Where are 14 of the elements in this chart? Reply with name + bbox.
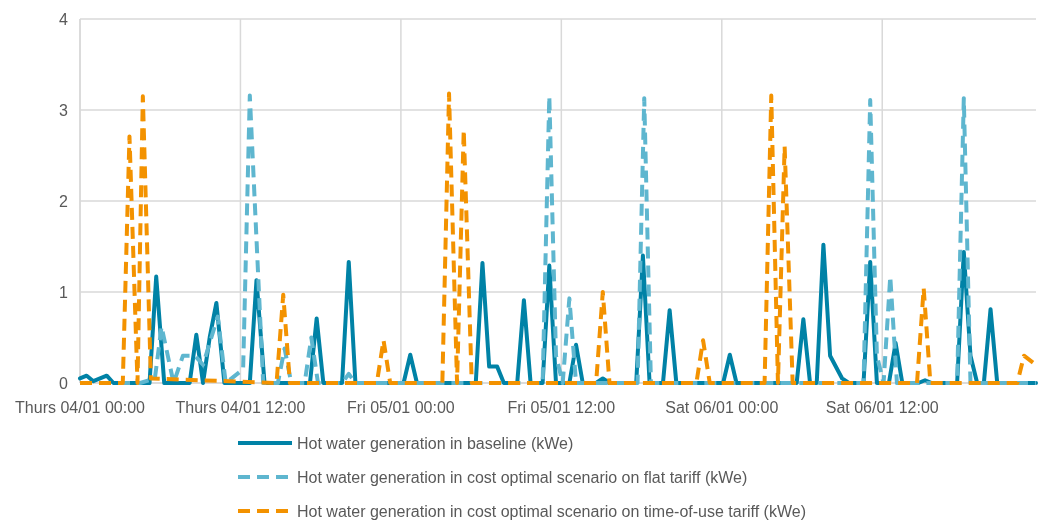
legend-label: Hot water generation in cost optimal scenario on flat tariff (kWe) bbox=[297, 468, 748, 486]
x-tick-label: Sat 06/01 12:00 bbox=[825, 399, 939, 416]
x-tick-label: Sat 06/01 00:00 bbox=[665, 399, 779, 416]
y-tick-label: 2 bbox=[59, 192, 69, 210]
legend-label: Hot water generation in cost optimal scenario on time-of-use tariff (kWe) bbox=[297, 502, 806, 520]
y-tick-label: 3 bbox=[59, 101, 69, 119]
y-tick-label: 4 bbox=[59, 10, 69, 28]
y-tick-label: 0 bbox=[59, 374, 69, 392]
x-tick-label: Fri 05/01 12:00 bbox=[507, 399, 616, 416]
y-tick-label: 1 bbox=[59, 283, 69, 301]
x-tick-label: Thurs 04/01 12:00 bbox=[175, 399, 306, 416]
x-tick-label: Fri 05/01 00:00 bbox=[347, 399, 455, 416]
legend-label: Hot water generation in baseline (kWe) bbox=[297, 434, 574, 452]
x-tick-label: Thurs 04/01 00:00 bbox=[15, 399, 146, 416]
